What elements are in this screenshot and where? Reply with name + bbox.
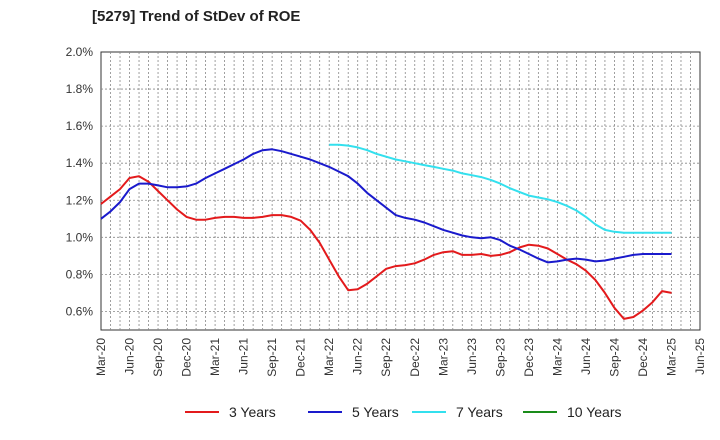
plot-area	[100, 51, 701, 331]
x-tick-label: Jun-22	[351, 338, 365, 375]
y-tick-label: 1.2%	[66, 193, 94, 207]
y-tick-label: 0.8%	[66, 267, 94, 281]
y-tick-label: 1.6%	[66, 119, 94, 133]
legend-label: 10 Years	[567, 404, 622, 420]
series-line-3-years	[100, 175, 672, 320]
series-line-5-years	[100, 148, 672, 264]
x-tick-label: Mar-20	[94, 338, 108, 376]
legend-item: 3 Years	[185, 404, 276, 420]
x-tick-label: Mar-21	[208, 338, 222, 376]
x-tick-label: Jun-20	[123, 338, 137, 375]
x-tick-label: Dec-20	[180, 338, 194, 377]
legend-swatch	[412, 411, 446, 413]
legend: 3 Years 5 Years 7 Years 10 Years	[0, 404, 720, 426]
y-tick-label: 1.8%	[66, 82, 94, 96]
legend-swatch	[523, 411, 557, 413]
x-tick-label: Dec-24	[636, 338, 650, 377]
x-tick-label: Mar-22	[322, 338, 336, 376]
y-tick-label: 0.6%	[66, 304, 94, 318]
legend-item: 10 Years	[523, 404, 622, 420]
x-tick-label: Sep-21	[265, 338, 279, 377]
x-tick-label: Mar-25	[664, 338, 678, 376]
chart-title: [5279] Trend of StDev of ROE	[92, 8, 301, 25]
y-tick-label: 1.0%	[66, 230, 94, 244]
series-line-7-years	[329, 143, 672, 234]
x-tick-label: Jun-25	[693, 338, 707, 375]
line-chart: 0.6% 0.8% 1.0% 1.2% 1.4% 1.6% 1.8% 2.0% Mar-20 Ju…	[66, 45, 707, 377]
x-tick-label: Dec-21	[294, 338, 308, 377]
legend-item: 5 Years	[308, 404, 399, 420]
x-tick-label: Mar-23	[436, 338, 450, 376]
x-tick-label: Dec-22	[408, 338, 422, 377]
x-tick-label: Jun-23	[465, 338, 479, 375]
y-tick-label: 2.0%	[66, 45, 94, 59]
legend-swatch	[185, 411, 219, 413]
x-tick-label: Sep-22	[379, 338, 393, 377]
x-tick-label: Jun-21	[237, 338, 251, 375]
x-tick-label: Jun-24	[579, 338, 593, 375]
legend-label: 3 Years	[229, 404, 276, 420]
x-tick-label: Dec-23	[522, 338, 536, 377]
legend-label: 7 Years	[456, 404, 503, 420]
x-tick-label: Sep-20	[151, 338, 165, 377]
x-tick-label: Sep-23	[493, 338, 507, 377]
legend-swatch	[308, 411, 342, 413]
legend-item: 7 Years	[412, 404, 503, 420]
x-tick-label: Sep-24	[607, 338, 621, 377]
x-tick-label: Mar-24	[550, 338, 564, 376]
legend-label: 5 Years	[352, 404, 399, 420]
y-tick-label: 1.4%	[66, 156, 94, 170]
